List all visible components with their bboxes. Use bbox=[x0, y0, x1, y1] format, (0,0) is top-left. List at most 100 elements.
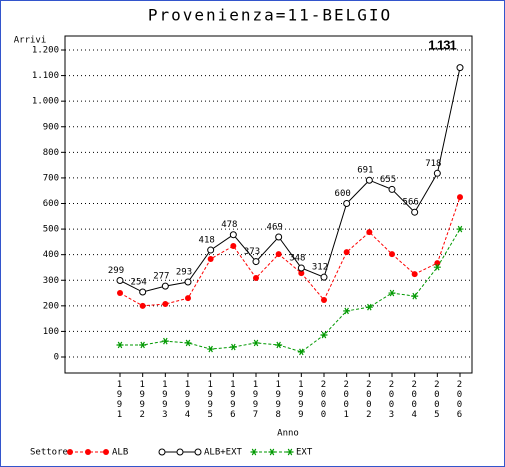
y-axis-label: Arrivi bbox=[14, 36, 47, 46]
data-point bbox=[365, 303, 373, 311]
x-tick-label: 1998 bbox=[273, 380, 283, 420]
data-point bbox=[388, 185, 396, 193]
data-point bbox=[162, 301, 169, 308]
y-tick-label: 800 bbox=[43, 148, 59, 158]
data-point bbox=[161, 282, 169, 290]
data-label: 293 bbox=[176, 268, 192, 278]
x-tick-label: 1997 bbox=[251, 380, 261, 420]
y-tick-label: 500 bbox=[43, 225, 59, 235]
legend-marker bbox=[268, 448, 276, 456]
data-label: 1.131 bbox=[428, 37, 456, 52]
data-point bbox=[343, 200, 351, 207]
data-point bbox=[117, 290, 123, 297]
data-label: 254 bbox=[131, 278, 147, 288]
legend-marker bbox=[85, 449, 91, 455]
y-tick-label: 1.200 bbox=[32, 46, 59, 56]
x-tick-label: 1995 bbox=[205, 380, 215, 420]
data-point bbox=[184, 278, 192, 286]
data-point bbox=[320, 273, 328, 281]
y-tick-label: 1.000 bbox=[32, 97, 59, 107]
data-point bbox=[116, 277, 124, 285]
data-point bbox=[456, 64, 464, 72]
data-label: 299 bbox=[108, 266, 124, 276]
data-point bbox=[297, 348, 305, 356]
legend-marker bbox=[67, 449, 73, 455]
data-point bbox=[456, 225, 464, 233]
data-point bbox=[116, 341, 124, 349]
y-tick-label: 100 bbox=[43, 327, 59, 337]
data-point bbox=[320, 331, 328, 339]
y-tick-label: 600 bbox=[43, 199, 59, 209]
data-label: 312 bbox=[312, 263, 328, 273]
x-tick-label: 2004 bbox=[409, 380, 419, 420]
x-tick-label: 1993 bbox=[160, 380, 170, 420]
data-point bbox=[185, 295, 191, 302]
data-point bbox=[389, 251, 395, 258]
data-point bbox=[139, 302, 146, 309]
y-tick-label: 1.100 bbox=[32, 71, 59, 81]
data-point bbox=[366, 229, 373, 236]
data-point bbox=[275, 233, 283, 241]
x-tick-label: 2005 bbox=[432, 380, 442, 420]
data-point bbox=[321, 296, 327, 303]
data-point bbox=[365, 176, 373, 184]
legend-marker bbox=[250, 448, 258, 456]
legend-marker bbox=[176, 448, 184, 456]
x-tick-label: 2006 bbox=[455, 380, 465, 420]
data-point bbox=[411, 271, 418, 278]
data-point bbox=[411, 292, 419, 300]
data-label: 277 bbox=[153, 272, 169, 282]
data-point bbox=[297, 264, 305, 272]
data-point bbox=[207, 246, 215, 254]
y-tick-label: 900 bbox=[43, 122, 59, 132]
x-tick-label: 1992 bbox=[137, 380, 147, 420]
legend-label: ALB+EXT bbox=[204, 448, 243, 458]
data-point bbox=[275, 341, 283, 349]
data-point bbox=[343, 249, 350, 256]
data-point bbox=[229, 231, 237, 239]
legend-label: ALB bbox=[112, 448, 128, 458]
data-point bbox=[434, 260, 441, 267]
series-line bbox=[119, 196, 461, 307]
data-point bbox=[229, 343, 237, 351]
data-point bbox=[161, 337, 169, 345]
data-point bbox=[207, 345, 215, 353]
data-point bbox=[457, 194, 463, 201]
data-label: 418 bbox=[199, 236, 215, 246]
data-point bbox=[433, 169, 441, 177]
legend-marker bbox=[158, 448, 166, 456]
y-tick-label: 400 bbox=[43, 250, 59, 260]
data-label: 718 bbox=[425, 159, 441, 169]
legend-label: EXT bbox=[296, 448, 313, 458]
x-tick-label: 2001 bbox=[341, 380, 351, 420]
data-label: 478 bbox=[221, 220, 237, 230]
x-tick-label: 1994 bbox=[183, 380, 193, 420]
data-point bbox=[298, 270, 305, 277]
data-point bbox=[184, 339, 192, 347]
data-label: 348 bbox=[289, 253, 305, 263]
series-line bbox=[120, 228, 461, 353]
legend-marker bbox=[194, 448, 202, 456]
data-point bbox=[139, 288, 147, 296]
data-point bbox=[433, 263, 441, 271]
legend-marker bbox=[286, 448, 294, 456]
data-label: 691 bbox=[357, 166, 373, 176]
data-label: 373 bbox=[244, 247, 260, 257]
data-label: 600 bbox=[335, 189, 351, 199]
x-tick-label: 1996 bbox=[228, 380, 238, 420]
y-tick-label: 300 bbox=[43, 276, 59, 286]
data-point bbox=[411, 208, 419, 216]
data-point bbox=[230, 242, 237, 249]
y-tick-label: 0 bbox=[54, 353, 59, 363]
x-tick-label: 1991 bbox=[115, 380, 125, 420]
x-tick-label: 2002 bbox=[364, 380, 374, 420]
data-point bbox=[207, 256, 214, 263]
legend-marker bbox=[103, 449, 109, 455]
data-point bbox=[252, 258, 260, 266]
data-point bbox=[275, 251, 282, 258]
series-line bbox=[119, 67, 461, 293]
y-tick-label: 200 bbox=[43, 301, 59, 311]
data-label: 655 bbox=[380, 175, 396, 185]
legend-title: Settore bbox=[30, 448, 68, 458]
